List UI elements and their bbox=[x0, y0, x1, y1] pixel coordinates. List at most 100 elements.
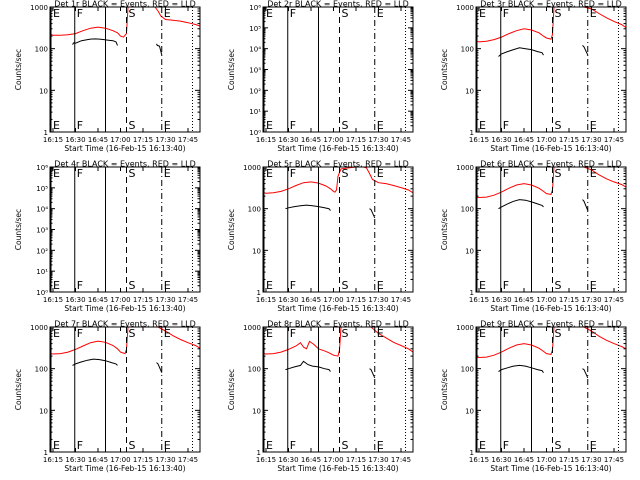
events-series-line bbox=[51, 327, 163, 373]
y-axis-label: Counts/sec bbox=[440, 209, 449, 250]
marker-label: S bbox=[342, 439, 349, 452]
x-tick-label: 17:15 bbox=[559, 296, 579, 304]
y-tick-label: 100 bbox=[461, 206, 474, 214]
chart-panel: Det 9r BLACK = Events, RED = LLDEEFFSSEE… bbox=[440, 320, 627, 473]
marker-label: F bbox=[290, 279, 296, 292]
x-axis-label: Start Time (16-Feb-15 16:13:40) bbox=[64, 464, 185, 473]
x-tick-label: 17:45 bbox=[178, 136, 198, 144]
marker-label: E bbox=[377, 119, 384, 132]
plot-frame bbox=[49, 326, 201, 453]
marker-label: S bbox=[555, 439, 562, 452]
x-tick-label: 17:45 bbox=[391, 456, 411, 464]
chart-title: Det 7r BLACK = Events, RED = LLD bbox=[54, 320, 196, 329]
marker-label: F bbox=[290, 439, 296, 452]
x-tick-label: 16:45 bbox=[88, 456, 108, 464]
marker-label: S bbox=[129, 279, 136, 292]
y-tick-label: 100 bbox=[248, 206, 261, 214]
x-tick-label: 17:15 bbox=[346, 456, 366, 464]
x-tick-label: 17:15 bbox=[133, 456, 153, 464]
events-series-line bbox=[51, 7, 163, 56]
lld-series-line bbox=[50, 327, 200, 355]
marker-label: E bbox=[53, 327, 60, 340]
marker-label: F bbox=[290, 327, 296, 340]
y-axis-label: Counts/sec bbox=[440, 49, 449, 90]
chart-title: Det 6r BLACK = Events, RED = LLD bbox=[480, 160, 622, 169]
y-tick-label: 10 bbox=[465, 87, 474, 95]
events-series-line bbox=[264, 167, 376, 219]
chart-panel: Det 1r BLACK = Events, RED = LLDEEFFSSEE… bbox=[14, 0, 201, 153]
x-tick-label: 16:30 bbox=[65, 296, 85, 304]
x-tick-label: 17:45 bbox=[391, 136, 411, 144]
x-tick-label: 16:30 bbox=[491, 136, 511, 144]
marker-label: E bbox=[164, 119, 171, 132]
marker-label: E bbox=[53, 439, 60, 452]
y-axis-label: Counts/sec bbox=[227, 49, 236, 90]
x-tick-label: 17:45 bbox=[391, 296, 411, 304]
marker-label: S bbox=[129, 439, 136, 452]
lld-series-line bbox=[263, 167, 413, 194]
x-tick-label: 16:45 bbox=[301, 456, 321, 464]
y-tick-label: 10 bbox=[252, 407, 261, 415]
marker-label: E bbox=[377, 7, 384, 20]
y-tick-label: 10⁶ bbox=[36, 164, 48, 172]
marker-label: F bbox=[77, 119, 83, 132]
y-tick-label: 1000 bbox=[243, 324, 261, 332]
x-tick-label: 16:15 bbox=[469, 136, 489, 144]
x-tick-label: 17:00 bbox=[110, 296, 130, 304]
x-tick-label: 17:45 bbox=[604, 136, 624, 144]
marker-label: E bbox=[590, 279, 597, 292]
x-tick-label: 17:15 bbox=[559, 456, 579, 464]
y-axis-label: Counts/sec bbox=[14, 49, 23, 90]
y-axis-label: Counts/sec bbox=[440, 369, 449, 410]
chart-panel: Det 2r BLACK = Events, RED = LLDEEFFSSEE… bbox=[227, 0, 414, 153]
x-tick-label: 16:45 bbox=[88, 136, 108, 144]
marker-label: F bbox=[290, 7, 296, 20]
x-axis-label: Start Time (16-Feb-15 16:13:40) bbox=[64, 144, 185, 153]
x-tick-label: 16:15 bbox=[43, 136, 63, 144]
marker-label: E bbox=[377, 327, 384, 340]
y-tick-label: 10 bbox=[465, 247, 474, 255]
y-tick-label: 100 bbox=[461, 366, 474, 374]
marker-label: E bbox=[53, 279, 60, 292]
y-tick-label: 10 bbox=[465, 407, 474, 415]
marker-label: E bbox=[590, 167, 597, 180]
marker-label: E bbox=[479, 279, 486, 292]
marker-label: F bbox=[77, 167, 83, 180]
x-tick-label: 16:45 bbox=[514, 136, 534, 144]
y-tick-label: 10⁵ bbox=[36, 185, 48, 193]
plot-frame bbox=[475, 166, 627, 293]
y-tick-label: 1 bbox=[44, 129, 48, 137]
y-tick-label: 10¹ bbox=[249, 108, 261, 116]
marker-label: S bbox=[555, 7, 562, 20]
marker-label: E bbox=[164, 167, 171, 180]
chart-panel: Det 6r BLACK = Events, RED = LLDEEFFSSEE… bbox=[440, 160, 627, 313]
x-tick-label: 17:30 bbox=[368, 456, 388, 464]
y-tick-label: 10 bbox=[39, 87, 48, 95]
marker-label: E bbox=[590, 327, 597, 340]
marker-label: F bbox=[77, 279, 83, 292]
y-axis-label: Counts/sec bbox=[227, 369, 236, 410]
chart-panel: Det 5r BLACK = Events, RED = LLDEEFFSSEE… bbox=[227, 160, 414, 313]
x-tick-label: 17:00 bbox=[110, 136, 130, 144]
marker-label: S bbox=[129, 7, 136, 20]
y-tick-label: 10³ bbox=[36, 227, 48, 235]
y-axis-label: Counts/sec bbox=[14, 369, 23, 410]
chart-title: Det 5r BLACK = Events, RED = LLD bbox=[267, 160, 409, 169]
marker-label: F bbox=[77, 327, 83, 340]
x-tick-label: 17:30 bbox=[368, 136, 388, 144]
chart-title: Det 4r BLACK = Events, RED = LLD bbox=[54, 160, 196, 169]
x-tick-label: 17:45 bbox=[178, 296, 198, 304]
x-tick-label: 16:45 bbox=[514, 456, 534, 464]
marker-label: E bbox=[266, 119, 273, 132]
marker-label: E bbox=[479, 119, 486, 132]
x-tick-label: 16:15 bbox=[43, 296, 63, 304]
y-tick-label: 1 bbox=[470, 129, 474, 137]
marker-label: F bbox=[290, 119, 296, 132]
y-tick-label: 1 bbox=[257, 449, 261, 457]
marker-label: E bbox=[53, 7, 60, 20]
y-tick-label: 1 bbox=[470, 449, 474, 457]
x-axis-label: Start Time (16-Feb-15 16:13:40) bbox=[277, 144, 398, 153]
x-tick-label: 17:15 bbox=[346, 296, 366, 304]
x-tick-label: 16:45 bbox=[88, 296, 108, 304]
x-tick-label: 16:15 bbox=[469, 456, 489, 464]
